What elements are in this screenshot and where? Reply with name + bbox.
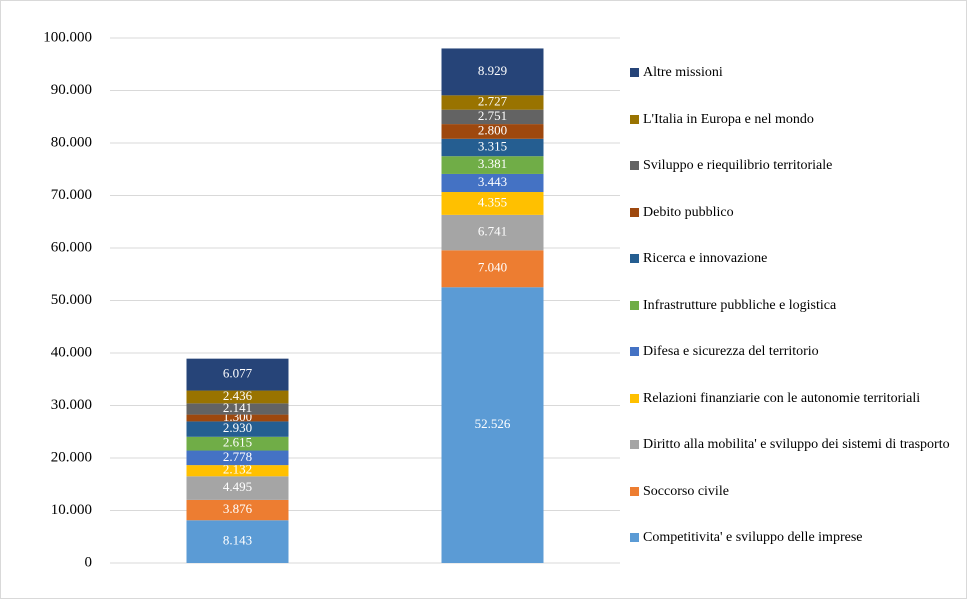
legend-swatch (630, 300, 639, 310)
legend-swatch (630, 254, 639, 263)
bar-segment (441, 109, 544, 125)
y-tick-label: 50.000 (51, 292, 92, 308)
y-tick-label: 10.000 (51, 502, 92, 518)
bar-segment (186, 436, 289, 451)
legend-swatch (630, 393, 639, 403)
legend-label: Diritto alla mobilita' e sviluppo dei si… (643, 437, 950, 452)
legend-item: Relazioni finanziarie con le autonomie t… (630, 389, 960, 408)
legend-label: Sviluppo e riequilibrio territoriale (643, 158, 833, 173)
data-label: 2.727 (478, 93, 508, 108)
y-tick-label: 40.000 (51, 344, 92, 360)
legend-item: Infrastrutture pubbliche e logistica (630, 296, 960, 315)
bar-segment (441, 192, 544, 215)
legend-item: Competitivita' e sviluppo delle imprese (630, 528, 960, 547)
bar-segment (186, 421, 289, 437)
bar-segment (186, 414, 289, 422)
data-label: 2.930 (223, 420, 252, 435)
bar-segment (441, 48, 544, 96)
bar-segment (441, 156, 544, 174)
data-label: 6.741 (478, 224, 507, 239)
y-tick-label: 100.000 (43, 29, 92, 45)
legend-label: Ricerca e innovazione (643, 251, 768, 266)
y-tick-label: 20.000 (51, 449, 92, 465)
data-label: 2.800 (478, 122, 507, 137)
legend-label: Altre missioni (643, 65, 723, 80)
legend-item: Sviluppo e riequilibrio territoriale (630, 156, 960, 175)
data-label: 3.381 (478, 156, 507, 171)
y-tick-label: 80.000 (51, 134, 92, 150)
y-tick-label: 0 (85, 554, 93, 570)
bar-segment (441, 138, 544, 157)
data-label: 3.443 (478, 174, 507, 189)
legend-swatch (630, 161, 639, 170)
legend-label: Competitivita' e sviluppo delle imprese (643, 530, 863, 545)
legend-swatch (630, 68, 639, 77)
legend-label: Relazioni finanziarie con le autonomie t… (643, 390, 921, 406)
bar-segment (441, 124, 544, 139)
data-label: 2.751 (478, 108, 507, 123)
data-label: 8.929 (478, 63, 507, 78)
bar-segment (186, 476, 289, 500)
bar-segment (186, 520, 289, 563)
bar-segment (186, 450, 289, 466)
legend-swatch (630, 440, 639, 449)
data-label: 8.143 (223, 533, 252, 548)
legend-label: Soccorso civile (643, 483, 729, 499)
legend-item: Debito pubblico (630, 203, 960, 222)
legend-item: Ricerca e innovazione (630, 249, 960, 268)
bar-segment (186, 465, 289, 477)
legend-label: Infrastrutture pubbliche e logistica (643, 297, 837, 313)
bar-segment (441, 287, 544, 563)
legend-swatch (630, 207, 639, 217)
legend-label: Difesa e sicurezza del territorio (643, 344, 819, 359)
data-label: 2.615 (223, 435, 252, 450)
data-label: 2.132 (223, 462, 252, 477)
y-tick-label: 60.000 (51, 239, 92, 255)
legend-label: L'Italia in Europa e nel mondo (643, 111, 814, 127)
legend-swatch (630, 114, 639, 124)
legend-item: Diritto alla mobilita' e sviluppo dei si… (630, 435, 960, 454)
data-label: 2.141 (223, 400, 252, 415)
legend-swatch (630, 486, 639, 496)
legend-item: L'Italia in Europa e nel mondo (630, 110, 960, 129)
legend-swatch (630, 347, 639, 356)
y-tick-label: 70.000 (51, 187, 92, 203)
data-label: 52.526 (475, 416, 511, 431)
bar-segment (186, 358, 289, 391)
bar-segment (441, 214, 544, 251)
legend-label: Debito pubblico (643, 204, 734, 220)
bar-segment (186, 390, 289, 404)
data-label: 4.495 (223, 479, 252, 494)
data-label: 3.315 (478, 138, 507, 153)
data-label: 3.876 (223, 501, 253, 516)
bar-segment (441, 250, 544, 288)
data-label: 2.436 (223, 388, 253, 403)
bar-segment (441, 173, 544, 193)
data-label: 2.778 (223, 449, 252, 464)
bar-segment (441, 95, 544, 110)
data-label: 6.077 (223, 366, 253, 381)
legend-swatch (630, 533, 639, 542)
legend-item: Difesa e sicurezza del territorio (630, 342, 960, 361)
data-label: 4.355 (478, 194, 507, 209)
legend-item: Soccorso civile (630, 482, 960, 501)
y-tick-label: 30.000 (51, 397, 92, 413)
bar-segment (186, 499, 289, 521)
bar-segment (186, 403, 289, 415)
y-tick-label: 90.000 (51, 82, 92, 98)
data-label: 7.040 (478, 260, 507, 275)
legend-item: Altre missioni (630, 63, 960, 82)
